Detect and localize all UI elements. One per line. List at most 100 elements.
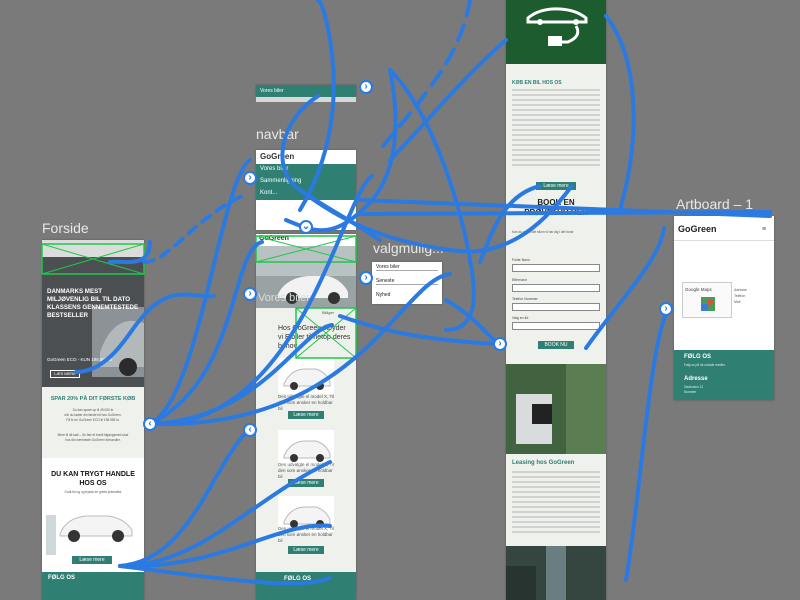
forside-promo-line-4: hos din nærmeste GoGreen forhandler.	[65, 438, 121, 442]
menu-icon[interactable]: ≡	[762, 226, 767, 233]
vores-footer: FØLG OS	[256, 572, 356, 600]
forside-promo-line-2: Få fx en GoGreen ECO til 198.995 kr.	[66, 418, 120, 422]
kob-body-text	[512, 88, 600, 168]
kob-photo-charging	[506, 364, 606, 454]
kob-leasing-text	[512, 470, 600, 536]
nav-component-top[interactable]: Vores biler	[256, 85, 356, 97]
kob-field-label-1: Efternavn	[512, 278, 527, 282]
kob-title: KØB EN BIL HOS OS	[512, 80, 562, 86]
kob-field-label-0: Fulde Navn	[512, 258, 530, 262]
artboard1-address-title: Adresse	[684, 376, 708, 382]
forside-promo-title: SPAR 20% PÅ DIT FØRSTE KØB	[50, 396, 136, 402]
vores-intro: Hos GoGreen tilbyder vi Elbiler til neto…	[278, 325, 351, 350]
kob-field-1[interactable]	[512, 284, 600, 292]
forside-hero-price: GoGreen ECO - KUN 198.995 kr	[47, 357, 113, 362]
artboard1-follow-title: FØLG OS	[684, 354, 711, 360]
artboard-label-valgmulig[interactable]: valgmulig...	[373, 240, 444, 256]
artboard-kob[interactable]: KØB EN BIL HOS OS Læse mere BOOK EN PRØV…	[506, 0, 606, 600]
charger-graphic	[46, 515, 56, 555]
vores-car-button-1[interactable]: Læse mere	[288, 411, 324, 419]
connector-node-8[interactable]: ›	[659, 302, 673, 316]
artboard-valgmulig[interactable]: Vores biler Seneste Nyhed	[372, 262, 442, 304]
kob-leasing-title: Leasing hos GoGreen	[512, 460, 575, 466]
artboard-vores-mobile[interactable]: GoGreen Vores biler Billiger Hos GoGreen…	[256, 234, 356, 600]
artboard1-footer: FØLG OS Følg os på de sociale medier Adr…	[674, 350, 774, 400]
artboard1-address-line-0: Gadenavn 12	[684, 385, 704, 389]
artboard-label-artboard1[interactable]: Artboard – 1	[676, 196, 754, 212]
navbar-menu: Vores biler Sammenligning Kont...	[256, 164, 356, 200]
forside-promo-line-0: Du kan spare op til 49.000 kr	[72, 408, 114, 412]
connector-node-9[interactable]: ⌄	[299, 220, 313, 234]
navbar-item-0[interactable]: Vores biler	[260, 166, 289, 172]
forside-footer-title: FØLG OS	[48, 575, 75, 581]
forside-footer: FØLG OS	[42, 572, 144, 600]
artboard-1[interactable]: GoGreen ≡ Google Maps Adresse Telefon Ma…	[674, 216, 774, 400]
connector-node-5[interactable]: ›	[359, 271, 373, 285]
connector-node-1[interactable]: ‹	[143, 417, 157, 431]
connector-node-2[interactable]: ‹	[243, 423, 257, 437]
artboard-label-navbar[interactable]: navbar	[256, 126, 299, 142]
vores-brand: GoGreen	[259, 235, 289, 242]
vores-footer-title: FØLG OS	[284, 576, 311, 582]
kob-field-label-3: Valg en tid	[512, 316, 529, 320]
nav-top-item: Vores biler	[260, 88, 284, 94]
forside-promo-line-1: når du køber din første bil hos GoGreen.	[64, 413, 122, 417]
vores-hero-image: Vores biler	[256, 246, 356, 308]
forside-promo-line-3: Mere til dit køb – Se fær et bredt tilga…	[57, 433, 129, 437]
vores-car-card-2	[278, 430, 334, 466]
map-line-0: Adresse	[734, 288, 747, 292]
nav-top-underlay	[256, 97, 356, 102]
kob-photo-street	[506, 546, 606, 600]
forside-hero-title: DANMARKS MEST MILJØVENLIG BIL TIL DATO K…	[47, 288, 139, 319]
navbar-item-2[interactable]: Kont...	[260, 190, 278, 196]
forside-hero-image	[42, 257, 144, 387]
forside-trust-button[interactable]: Læse mere	[72, 556, 112, 564]
forside-trust-title: DU KAN TRYGT HANDLE HOS OS	[51, 471, 135, 487]
forside-car-image	[59, 515, 133, 542]
vores-car-button-2[interactable]: Læse mere	[288, 479, 324, 487]
kob-button[interactable]: Læse mere	[536, 182, 576, 190]
map-line-2: Mail	[734, 300, 741, 304]
valg-item-2[interactable]: Nyhed	[376, 292, 391, 298]
valg-item-1[interactable]: Seneste	[376, 278, 438, 285]
map-line-1: Telefon	[734, 294, 746, 298]
map-box[interactable]: Google Maps	[682, 282, 732, 318]
artboard1-brand: GoGreen	[678, 224, 717, 234]
artboard-forside[interactable]: DANMARKS MEST MILJØVENLIG BIL TIL DATO K…	[42, 240, 144, 600]
vores-car-button-3[interactable]: Læse mere	[288, 546, 324, 554]
connector-node-7[interactable]: ›	[493, 337, 507, 351]
ev-charge-icon	[526, 7, 588, 46]
forside-trust-sub: Godt tid og og tryksk en grebs premattur	[64, 490, 122, 494]
kob-book-title: BOOK EN PRØVETUR HER	[524, 198, 588, 217]
navbar-brand: GoGreen	[260, 152, 295, 161]
kob-hero	[506, 0, 606, 64]
connector-node-4[interactable]: ›	[243, 287, 257, 301]
artboard-navbar[interactable]: GoGreen Vores biler Sammenligning Kont..…	[256, 150, 356, 230]
kob-book-intro: Kan du se dit lille bilom vi har dig i d…	[512, 230, 574, 234]
vores-car-card-1	[278, 358, 334, 394]
kob-field-label-2: Telefon Nummer	[512, 297, 538, 301]
vores-car-caption-1: Den udvalgte el model X, Til den som øns…	[278, 394, 335, 411]
map-pin-icon	[701, 297, 715, 311]
map-label: Google Maps	[685, 287, 712, 292]
connector-node-6[interactable]: ›	[359, 80, 373, 94]
vores-hero-label: Vores biler	[258, 292, 310, 304]
kob-field-3[interactable]	[512, 322, 600, 330]
connector-node-3[interactable]: ›	[243, 171, 257, 185]
vores-car-caption-3: Den udvalgte el model X, Til den som øns…	[278, 526, 335, 543]
forside-hero-button[interactable]: LÆS MERE	[50, 370, 80, 378]
vores-filter[interactable]: Billiger	[322, 310, 335, 315]
artboard1-address-line-1: Nummer	[684, 390, 697, 394]
artboard-label-forside[interactable]: Forside	[42, 220, 89, 236]
vores-car-caption-2: Den udvalgte el model X, Til den som øns…	[278, 462, 335, 479]
artboard1-divider	[674, 240, 774, 241]
navbar-item-1[interactable]: Sammenligning	[260, 178, 302, 184]
valg-item-0[interactable]: Vores biler	[376, 264, 438, 271]
vores-header: GoGreen	[256, 234, 356, 246]
artboard1-follow-sub: Følg os på de sociale medier	[684, 363, 725, 367]
kob-field-2[interactable]	[512, 303, 600, 311]
kob-submit-button[interactable]: BOOK NU	[538, 341, 574, 349]
forside-header	[42, 240, 144, 257]
kob-field-0[interactable]	[512, 264, 600, 272]
